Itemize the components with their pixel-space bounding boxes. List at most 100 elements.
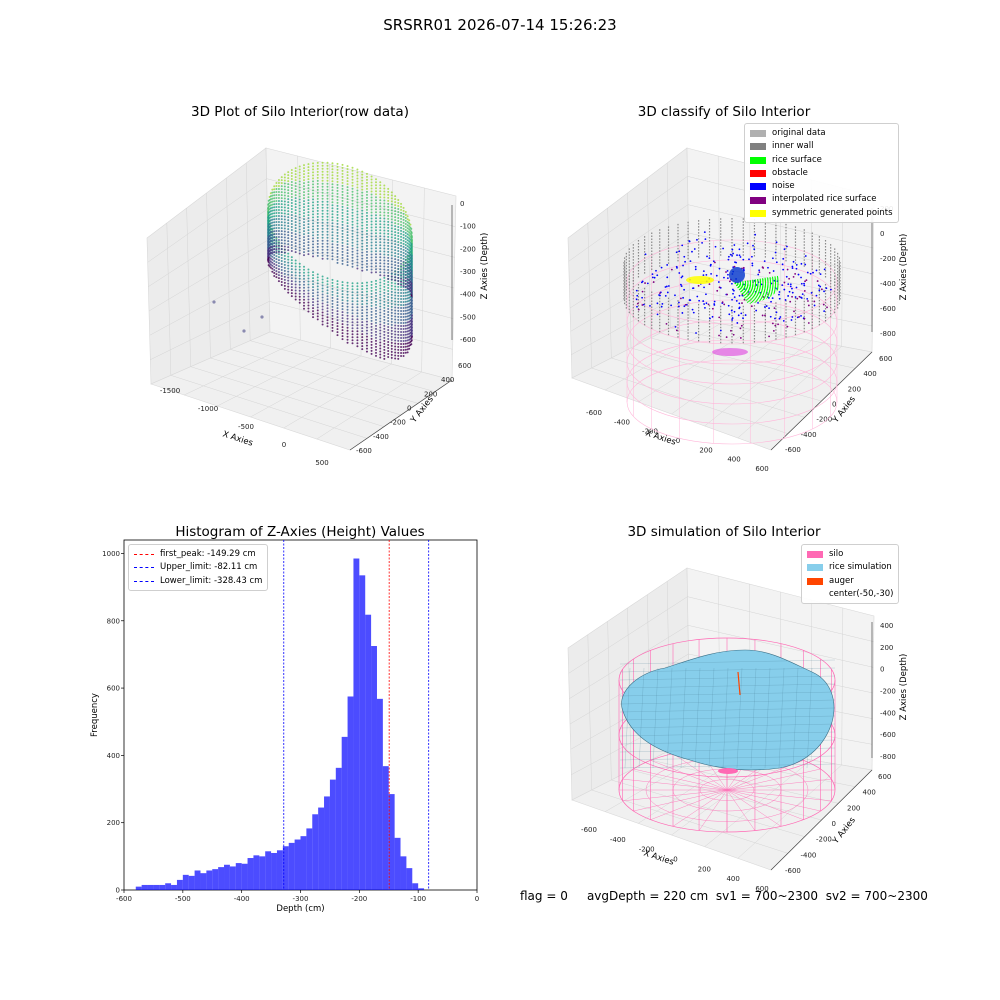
p2-noise-point bbox=[757, 301, 759, 304]
p1-point bbox=[346, 252, 349, 255]
p2-interp-point bbox=[636, 302, 639, 305]
p2-noise-point bbox=[775, 311, 778, 314]
p1-point bbox=[277, 193, 280, 196]
p1-point bbox=[326, 164, 329, 167]
p1-point bbox=[331, 243, 334, 246]
p1-point bbox=[370, 349, 373, 352]
p1-point bbox=[351, 282, 354, 285]
p1-point bbox=[307, 250, 310, 253]
p1-point bbox=[277, 196, 280, 199]
p1-point bbox=[361, 312, 364, 315]
p1-x-tick-label: 0 bbox=[282, 441, 286, 449]
p2-interp-point bbox=[804, 280, 806, 283]
p2-noise-point bbox=[727, 255, 730, 258]
p2-noise-point bbox=[775, 241, 778, 244]
p1-point bbox=[408, 261, 411, 264]
p1-point bbox=[356, 210, 359, 213]
p1-point bbox=[294, 236, 297, 239]
p1-point bbox=[390, 326, 393, 329]
p1-point bbox=[283, 188, 286, 191]
p1-point bbox=[273, 215, 276, 218]
p1-point bbox=[336, 246, 339, 249]
p1-point bbox=[287, 246, 290, 249]
p1-point bbox=[321, 284, 324, 287]
p1-point bbox=[303, 301, 305, 304]
p1-point bbox=[383, 256, 386, 259]
p1-point bbox=[303, 307, 305, 310]
p1-point bbox=[383, 211, 386, 214]
p1-point bbox=[316, 254, 319, 257]
histogram-axes-frame bbox=[123, 539, 478, 891]
p1-point bbox=[402, 269, 405, 272]
p1-point bbox=[331, 210, 334, 213]
p1-point bbox=[390, 329, 393, 332]
p2-noise-point bbox=[740, 312, 743, 315]
p1-point bbox=[331, 204, 334, 207]
p1-point bbox=[331, 296, 334, 299]
p1-point bbox=[283, 269, 286, 272]
p1-point bbox=[312, 301, 315, 304]
p1-point bbox=[387, 287, 390, 290]
p1-point bbox=[341, 190, 344, 193]
p1-point bbox=[397, 315, 400, 318]
p1-point bbox=[326, 185, 329, 188]
p1-point bbox=[397, 243, 400, 246]
p1-gridline bbox=[250, 172, 362, 418]
histogram-bar bbox=[218, 867, 225, 890]
p1-point bbox=[361, 285, 364, 288]
p1-point bbox=[351, 306, 354, 309]
p1-point bbox=[298, 165, 301, 168]
p1-point bbox=[410, 282, 413, 285]
p1-point bbox=[356, 225, 359, 228]
p1-point bbox=[351, 178, 354, 181]
p1-point bbox=[365, 302, 368, 305]
p1-point bbox=[331, 192, 334, 195]
p1-point bbox=[410, 273, 413, 276]
p1-point bbox=[370, 226, 373, 229]
p1-point bbox=[387, 314, 390, 317]
p1-point bbox=[356, 237, 359, 240]
p2-noise-point bbox=[772, 270, 775, 272]
p1-point bbox=[379, 259, 382, 262]
p1-point bbox=[394, 225, 397, 228]
p1-point bbox=[277, 187, 280, 190]
p1-point bbox=[331, 213, 334, 216]
p1-point bbox=[379, 341, 382, 344]
p1-point bbox=[383, 220, 386, 223]
p1-point bbox=[404, 244, 407, 247]
p2-noise-point bbox=[733, 289, 735, 292]
p1-point bbox=[390, 290, 393, 293]
p1-point bbox=[294, 227, 297, 230]
p1-point bbox=[351, 303, 354, 306]
p1-point bbox=[271, 255, 274, 258]
p1-point bbox=[316, 161, 319, 164]
p1-point bbox=[375, 226, 377, 229]
p1-point bbox=[277, 268, 280, 271]
p1-point bbox=[370, 184, 373, 187]
p1-point bbox=[298, 195, 301, 198]
p2-noise-point bbox=[803, 284, 806, 287]
p1-point bbox=[331, 237, 334, 240]
p1-point bbox=[290, 216, 293, 219]
p2-noise-point bbox=[731, 319, 734, 321]
p2-x-tick-label: -200 bbox=[642, 428, 658, 436]
p4-y-tick-label: 600 bbox=[878, 773, 891, 781]
p1-point bbox=[408, 258, 411, 261]
p1-point bbox=[394, 288, 397, 291]
p1-point bbox=[346, 192, 349, 195]
p2-noise-point bbox=[688, 240, 691, 242]
histogram-bar bbox=[159, 884, 166, 890]
p1-point bbox=[351, 336, 354, 339]
p1-point bbox=[283, 278, 286, 281]
p1-point bbox=[326, 200, 329, 203]
p2-noise-point bbox=[804, 255, 807, 257]
p4-z-tick-label: -600 bbox=[880, 731, 896, 739]
p1-point bbox=[400, 256, 403, 259]
p1-point bbox=[307, 205, 310, 208]
p1-point bbox=[298, 222, 301, 225]
p1-point bbox=[356, 342, 359, 345]
p1-point bbox=[397, 306, 400, 309]
p1-point bbox=[321, 293, 324, 296]
p1-point bbox=[303, 239, 305, 242]
p1-point bbox=[387, 262, 390, 265]
